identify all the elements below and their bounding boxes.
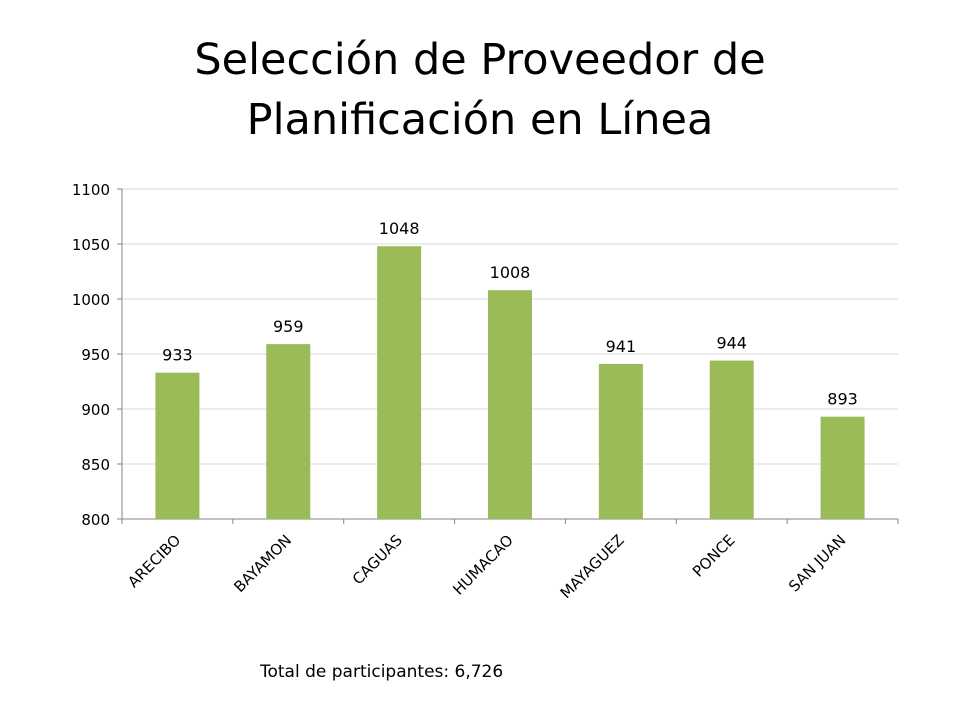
chart-title-line-2: Planificación en Línea — [246, 95, 714, 145]
data-label: 1008 — [490, 263, 531, 282]
x-tick-label: PONCE — [689, 531, 739, 581]
bar — [709, 360, 754, 519]
y-tick-label: 950 — [81, 346, 110, 364]
x-tick-label: ARECIBO — [124, 531, 184, 591]
bar — [820, 416, 865, 519]
total-participants-note: Total de participantes: 6,726 — [260, 662, 504, 682]
x-tick-label: BAYAMON — [230, 531, 295, 596]
data-label: 959 — [273, 317, 304, 336]
data-label: 893 — [827, 390, 858, 409]
data-label: 933 — [162, 346, 193, 365]
bar — [266, 344, 311, 519]
chart-title: Selección de Proveedor de Planificación … — [60, 30, 900, 150]
y-tick-label: 1100 — [72, 181, 110, 199]
data-label: 1048 — [379, 219, 420, 238]
x-tick-label: HUMACAO — [449, 531, 517, 599]
x-tick-label: MAYAGUEZ — [557, 531, 628, 602]
y-tick-label: 1050 — [72, 236, 110, 254]
y-tick-label: 850 — [81, 456, 110, 474]
y-tick-label: 800 — [81, 511, 110, 529]
bar — [155, 372, 200, 519]
y-tick-label: 1000 — [72, 291, 110, 309]
x-tick-label: CAGUAS — [349, 531, 406, 588]
data-label: 944 — [716, 334, 747, 353]
bar — [598, 363, 643, 519]
data-label: 941 — [606, 337, 637, 356]
x-tick-label: SAN JUAN — [785, 531, 849, 595]
bar — [377, 246, 422, 519]
bar — [488, 290, 532, 519]
y-tick-label: 900 — [81, 401, 110, 419]
chart-title-line-1: Selección de Proveedor de — [194, 35, 766, 85]
